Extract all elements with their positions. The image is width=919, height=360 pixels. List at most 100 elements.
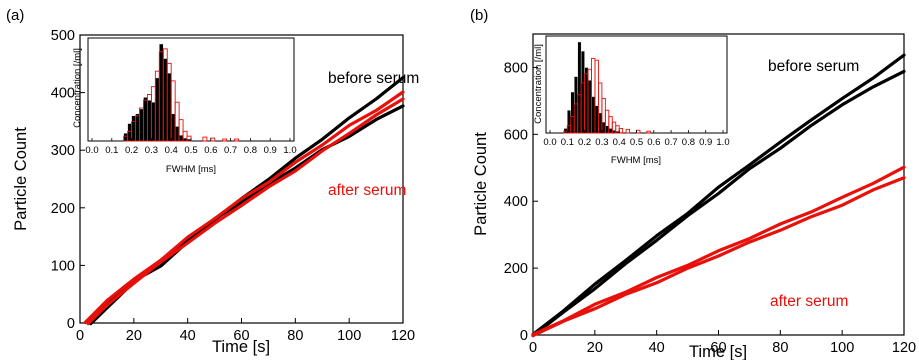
panel-a-inset-bar bbox=[170, 113, 176, 142]
panel-b-series-line bbox=[531, 53, 906, 336]
panel-b-inset-histogram: 0.0 0.1 0.2 0.3 0.4 0.5 0.6 0.7 0.8 0.9 1.0 Concen… bbox=[533, 35, 730, 166]
panel-b-after-serum-label: after serum bbox=[770, 293, 848, 310]
panel-b-x-ticks: 0 20 40 60 80 100 120 bbox=[529, 330, 916, 356]
panel-b-x-tick-label: 80 bbox=[772, 340, 788, 356]
panel-a-inset-x-tick-label: 0.2 bbox=[125, 145, 138, 156]
panel-b-inset-x-tick-label: 0.0 bbox=[543, 137, 556, 148]
panel-b-inset-bar bbox=[605, 125, 610, 134]
panel-b-inset-x-axis-title: FWHM [ms] bbox=[611, 155, 661, 166]
panel-a-series bbox=[83, 75, 405, 326]
panel-a-inset-bar bbox=[155, 77, 160, 142]
panel-b-inset-x-tick-label: 0.4 bbox=[613, 137, 626, 148]
panel-a-x-tick-label: 60 bbox=[233, 328, 249, 344]
panel-b-inset-bar bbox=[570, 91, 575, 134]
panel-b-inset-x-tick-label: 0.1 bbox=[561, 137, 574, 148]
panel-a-y-tick-label: 0 bbox=[67, 316, 75, 332]
panel-a-inset-x-tick-label: 0.9 bbox=[264, 145, 277, 156]
panel-a-after-serum-label: after serum bbox=[328, 182, 406, 199]
panel-a-inset-x-tick-label: 1.0 bbox=[283, 145, 296, 156]
panel-a-y-tick-label: 200 bbox=[51, 201, 75, 217]
panel-b-inset-bars bbox=[563, 41, 651, 134]
panel-a-series-line bbox=[83, 90, 405, 324]
panel-b-series-line bbox=[531, 165, 906, 336]
panel-a-x-tick-label: 100 bbox=[337, 328, 361, 344]
panel-a-inset-bar bbox=[131, 115, 136, 142]
panel-a-inset-bar bbox=[163, 58, 168, 142]
panel-b-inset-bar bbox=[584, 67, 589, 134]
panel-b-inset-bar bbox=[577, 41, 582, 134]
panel-b-inset-bar bbox=[598, 112, 603, 134]
panel-a-inset-bar bbox=[143, 97, 148, 142]
panel-b-x-tick-label: 100 bbox=[830, 340, 854, 356]
panel-b-label: (b) bbox=[470, 7, 488, 24]
panel-a-inset-frame bbox=[87, 37, 295, 142]
panel-a-x-tick-label: 40 bbox=[180, 328, 196, 344]
panel-b-inset-x-tick-label: 0.3 bbox=[595, 137, 608, 148]
panel-b-series-line bbox=[531, 176, 906, 338]
panel-b-inset-bar bbox=[563, 128, 568, 134]
panel-b-inset-bar bbox=[608, 128, 613, 134]
panel-b-inset-x-tick-label: 0.8 bbox=[682, 137, 695, 148]
panel-a-inset-x-tick-label: 0.3 bbox=[145, 145, 158, 156]
panel-a-inset-bar bbox=[174, 126, 180, 142]
panel-b-inset-bar bbox=[567, 110, 571, 134]
panel-a-x-tick-label: 80 bbox=[287, 328, 303, 344]
panel-a-inset-x-tick-label: 0.6 bbox=[204, 145, 217, 156]
panel-a-y-axis-title: Particle Count bbox=[12, 127, 30, 231]
panel-a-inset-x-tick-label: 0.8 bbox=[244, 145, 257, 156]
panel-a-inset-y-axis-title: Concentration [/ml] bbox=[72, 48, 83, 128]
panel-a-inset-x-tick-label: 0.5 bbox=[184, 145, 197, 156]
panel-b: (b) 0 20 40 60 80 100 120 0 200 400 600 800 Time [… bbox=[470, 7, 916, 360]
panel-a-inset-histogram: 0.0 0.1 0.2 0.3 0.4 0.5 0.6 0.7 0.8 0.9 1.0 Concen… bbox=[72, 37, 297, 175]
panel-a-inset-bar bbox=[178, 134, 184, 142]
panel-a-x-axis-title: Time [s] bbox=[212, 338, 270, 356]
panel-a-inset-tail-bar bbox=[222, 138, 228, 142]
panel-b-series bbox=[531, 53, 906, 338]
panel-a-inset-bar bbox=[151, 101, 156, 142]
panel-b-inset-bar bbox=[587, 80, 592, 134]
panel-b-inset-x-tick-label: 0.9 bbox=[699, 137, 712, 148]
panel-b-y-ticks: 0 200 400 600 800 bbox=[504, 60, 538, 344]
panel-a-inset-bar bbox=[127, 123, 132, 142]
panel-a-y-tick-label: 400 bbox=[51, 86, 75, 102]
panel-a-inset-bars bbox=[123, 43, 239, 142]
panel-b-inset-x-tick-label: 0.5 bbox=[630, 137, 643, 148]
panel-b-x-tick-label: 60 bbox=[710, 340, 726, 356]
panel-a-y-tick-label: 500 bbox=[51, 28, 75, 44]
panel-a-inset-x-tick-label: 0.4 bbox=[165, 145, 178, 156]
panel-a-x-tick-label: 0 bbox=[76, 328, 84, 344]
panel-a-inset-x-tick-label: 0.1 bbox=[105, 145, 118, 156]
panel-a-inset-bar bbox=[159, 43, 164, 142]
panel-b-inset-bar bbox=[591, 96, 596, 134]
panel-a-y-ticks: 0 100 200 300 400 500 bbox=[51, 28, 85, 332]
panel-a: (a) 0 20 40 60 80 100 120 0 100 200 300 400 500 Tim… bbox=[6, 7, 419, 356]
panel-b-before-serum-label: before serum bbox=[768, 58, 859, 75]
panel-b-inset-tail-bar bbox=[646, 130, 651, 134]
panel-b-y-tick-label: 200 bbox=[504, 261, 528, 277]
panel-b-y-tick-label: 600 bbox=[504, 127, 528, 143]
panel-b-x-tick-label: 120 bbox=[892, 340, 916, 356]
panel-a-x-tick-label: 120 bbox=[391, 328, 415, 344]
panel-b-inset-x-tick-label: 1.0 bbox=[716, 137, 729, 148]
panel-b-x-axis-title: Time [s] bbox=[689, 343, 747, 360]
panel-b-inset-y-axis-title: Concentration [/ml] bbox=[533, 44, 544, 124]
panel-a-inset-x-tick-label: 0.7 bbox=[224, 145, 237, 156]
panel-a-inset-x-tick-label: 0.0 bbox=[85, 145, 98, 156]
panel-a-inset-bar bbox=[135, 113, 140, 142]
panel-b-inset-bar bbox=[601, 121, 606, 134]
panel-b-inset-x-ticks: 0.0 0.1 0.2 0.3 0.4 0.5 0.6 0.7 0.8 0.9 1.0 bbox=[543, 130, 730, 148]
panel-a-inset-bar bbox=[147, 100, 152, 142]
panel-b-inset-x-tick-label: 0.6 bbox=[647, 137, 660, 148]
panel-a-inset-tail-bar bbox=[234, 138, 239, 142]
panel-a-inset-x-ticks: 0.0 0.1 0.2 0.3 0.4 0.5 0.6 0.7 0.8 0.9 1.0 bbox=[85, 138, 297, 156]
panel-a-inset-tail-bar bbox=[202, 136, 208, 142]
panel-a-y-tick-label: 100 bbox=[51, 258, 75, 274]
panel-a-inset-bar bbox=[123, 133, 128, 142]
panel-a-before-serum-label: before serum bbox=[328, 70, 419, 87]
panel-b-inset-bar bbox=[574, 76, 578, 134]
panel-b-inset-x-tick-label: 0.7 bbox=[664, 137, 677, 148]
panel-a-inset-x-axis-title: FWHM [ms] bbox=[166, 164, 216, 175]
panel-b-y-axis-title: Particle Count bbox=[472, 132, 490, 236]
panel-b-y-tick-label: 400 bbox=[504, 194, 528, 210]
